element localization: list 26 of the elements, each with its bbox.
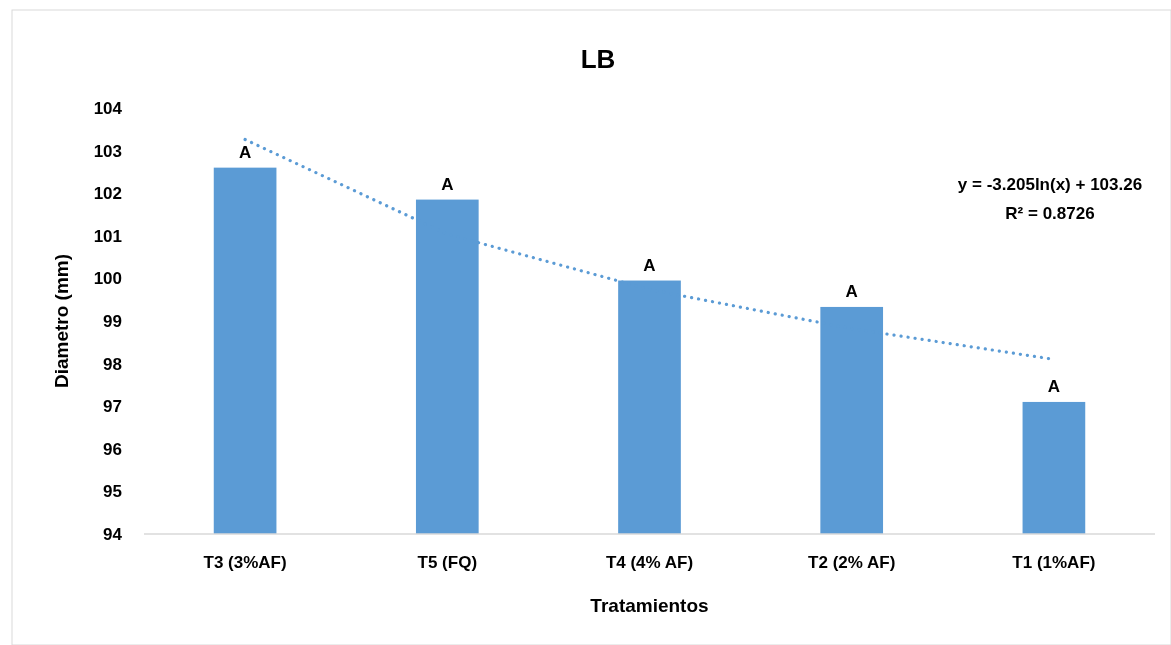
x-tick-label: T2 (2% AF) xyxy=(808,553,896,572)
x-axis-title: Tratamientos xyxy=(590,595,709,616)
y-tick-label: 97 xyxy=(103,397,122,417)
x-tick-label: T3 (3%AF) xyxy=(203,553,287,572)
y-tick-label: 95 xyxy=(103,482,122,502)
x-tick-label: T5 (FQ) xyxy=(417,553,478,572)
annotation: y = -3.205ln(x) + 103.26 xyxy=(957,175,1143,194)
x-tick-label: T4 (4% AF) xyxy=(605,553,694,572)
y-tick-label: 100 xyxy=(93,269,122,289)
data-label: A xyxy=(238,142,252,162)
y-axis-title: Diametro (mm) xyxy=(51,253,72,389)
chart-title: LB xyxy=(580,44,616,74)
y-tick-label: 99 xyxy=(103,311,122,331)
y-tick-label: 98 xyxy=(103,354,122,374)
data-label: A xyxy=(441,174,454,194)
y-tick-label: 96 xyxy=(103,439,122,459)
y-tick-label: 104 xyxy=(93,98,123,118)
y-tick-label: 94 xyxy=(103,524,123,544)
x-tick-label: T1 (1%AF) xyxy=(1012,553,1096,572)
y-tick-label: 103 xyxy=(93,141,122,161)
y-tick-label: 102 xyxy=(93,184,122,204)
data-label: A xyxy=(1047,376,1061,396)
data-label: A xyxy=(845,281,858,301)
annotation: R² = 0.8726 xyxy=(1005,204,1095,223)
y-tick-label: 101 xyxy=(93,226,122,246)
data-label: A xyxy=(643,255,656,275)
